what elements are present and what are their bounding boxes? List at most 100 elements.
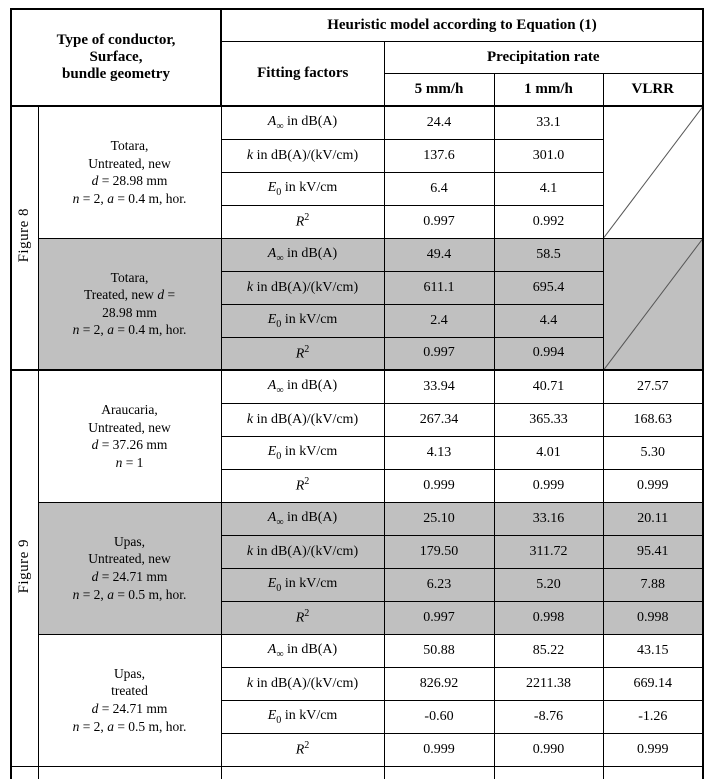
header-heuristic-model: Heuristic model according to Equation (1… — [220, 8, 704, 42]
value-cell-vlrr: 20.11 — [602, 501, 704, 536]
desc-line: n = 2, a = 0.5 m, hor. — [72, 718, 187, 734]
table-row: E0 in kV/cm 6.4 4.1 — [11, 171, 703, 206]
value-cell-1mmh: 33.1 — [493, 105, 604, 140]
desc-line: Untreated, new — [88, 551, 171, 567]
value-cell-vlrr: 0.999 — [602, 468, 704, 503]
header-fitting-factors: Fitting factors — [220, 40, 385, 107]
cropped-row — [10, 765, 704, 779]
table-row: E0 in kV/cm 4.13 4.01 5.30 — [11, 435, 704, 470]
conductor-description-cell: Totara, Treated, new d = 28.98 mm n = 2,… — [37, 237, 222, 371]
value-cell-1mmh: 4.01 — [493, 435, 604, 470]
desc-line: 28.98 mm — [102, 304, 157, 320]
factor-label-cell: R2 — [220, 600, 385, 635]
desc-line: Treated, new d = — [83, 287, 176, 303]
table-row: Upas, treated d = 24.71 mm n = 2, a = 0.… — [11, 633, 704, 767]
factor-label-cell: R2 — [220, 468, 385, 503]
table-row: k in dB(A)/(kV/cm) 137.6 301.0 — [11, 138, 703, 173]
factor-label-cell: E0 in kV/cm — [220, 171, 385, 206]
value-cell-5mmh: 0.997 — [383, 204, 495, 239]
header-row-2: Fitting factors Precipitation rate — [11, 40, 704, 107]
value-cell-vlrr: 168.63 — [602, 402, 704, 437]
value-cell-vlrr: 669.14 — [602, 666, 704, 701]
desc-line: d = 28.98 mm — [91, 173, 168, 189]
value-cell-1mmh: 695.4 — [493, 270, 604, 305]
table-row: Figure 9 Araucaria, Untreated, new d = 3… — [10, 369, 704, 767]
value-cell-5mmh: 6.4 — [383, 171, 495, 206]
table-row: E0 in kV/cm 2.4 4.4 — [11, 303, 703, 338]
value-cell-1mmh: 311.72 — [493, 534, 604, 569]
factor-label-cell: k in dB(A)/(kV/cm) — [220, 666, 385, 701]
value-cell-1mmh: 0.992 — [493, 204, 604, 239]
factor-label-cell: R2 — [220, 204, 385, 239]
diagonal-line — [604, 239, 703, 370]
value-cell-5mmh: 0.999 — [383, 732, 495, 767]
vlrr-diagonal-cell — [602, 237, 704, 371]
value-cell-1mmh: 0.998 — [493, 600, 604, 635]
value-cell-vlrr: 7.88 — [602, 567, 704, 602]
conductor-description-cell: Upas, Untreated, new d = 24.71 mm n = 2,… — [37, 501, 222, 635]
factor-label-cell: R2 — [220, 336, 385, 371]
value-cell-1mmh: 58.5 — [493, 237, 604, 272]
factor-label-cell: A∞ in dB(A) — [220, 237, 385, 272]
value-cell-5mmh: 6.23 — [383, 567, 495, 602]
header-line: Surface, — [89, 49, 143, 65]
value-cell-1mmh: 33.16 — [493, 501, 604, 536]
value-cell-5mmh: 4.13 — [383, 435, 495, 470]
value-cell-1mmh: 4.4 — [493, 303, 604, 338]
header-row-3: 5 mm/h 1 mm/h VLRR — [11, 72, 704, 107]
header-row-1: Type of conductor, Surface, bundle geome… — [10, 8, 704, 107]
figure-9-label-cell: Figure 9 — [10, 369, 39, 767]
value-cell-1mmh: 365.33 — [493, 402, 604, 437]
value-cell-5mmh: 611.1 — [383, 270, 495, 305]
header-line: Type of conductor, — [56, 32, 176, 48]
desc-line: treated — [111, 683, 148, 699]
desc-line: Upas, — [113, 665, 146, 681]
value-cell-5mmh: 50.88 — [383, 633, 495, 668]
value-cell-5mmh: 179.50 — [383, 534, 495, 569]
figure-8-label: Figure 8 — [16, 208, 33, 263]
factor-label-cell: k in dB(A)/(kV/cm) — [220, 270, 385, 305]
factor-label-cell: E0 in kV/cm — [220, 435, 385, 470]
desc-line: Untreated, new — [88, 155, 171, 171]
value-cell-5mmh: 267.34 — [383, 402, 495, 437]
desc-line: Araucaria, — [101, 402, 158, 418]
value-cell-5mmh: 137.6 — [383, 138, 495, 173]
cropped-cell — [10, 765, 39, 779]
factor-label-cell: A∞ in dB(A) — [220, 633, 385, 668]
diagonal-line — [604, 107, 703, 238]
value-cell-5mmh: 2.4 — [383, 303, 495, 338]
cropped-cell — [493, 765, 604, 779]
value-cell-vlrr: 95.41 — [602, 534, 704, 569]
header-vlrr: VLRR — [602, 72, 704, 107]
desc-line: d = 37.26 mm — [91, 437, 168, 453]
value-cell-5mmh: 25.10 — [383, 501, 495, 536]
factor-label-cell: A∞ in dB(A) — [220, 501, 385, 536]
table-row: k in dB(A)/(kV/cm) 267.34 365.33 168.63 — [11, 402, 704, 437]
table-row: Upas, Untreated, new d = 24.71 mm n = 2,… — [11, 501, 704, 635]
factor-label-cell: R2 — [220, 732, 385, 767]
value-cell-5mmh: 49.4 — [383, 237, 495, 272]
desc-line: Upas, — [113, 533, 146, 549]
value-cell-vlrr: 0.998 — [602, 600, 704, 635]
value-cell-5mmh: -0.60 — [383, 699, 495, 734]
factor-label-cell: A∞ in dB(A) — [220, 105, 385, 140]
conductor-description-cell: Upas, treated d = 24.71 mm n = 2, a = 0.… — [37, 633, 222, 767]
cropped-cell — [220, 765, 385, 779]
factor-label-cell: k in dB(A)/(kV/cm) — [220, 138, 385, 173]
table-row: R2 0.999 0.990 0.999 — [11, 732, 704, 767]
table-row: R2 0.997 0.994 — [11, 336, 703, 371]
value-cell-5mmh: 33.94 — [383, 369, 495, 404]
value-cell-5mmh: 24.4 — [383, 105, 495, 140]
desc-line: Untreated, new — [88, 419, 171, 435]
value-cell-vlrr: -1.26 — [602, 699, 704, 734]
header-precipitation-rate: Precipitation rate — [383, 40, 704, 74]
value-cell-5mmh: 0.999 — [383, 468, 495, 503]
value-cell-1mmh: 5.20 — [493, 567, 604, 602]
conductor-description-cell: Totara, Untreated, new d = 28.98 mm n = … — [37, 105, 222, 239]
value-cell-5mmh: 0.997 — [383, 336, 495, 371]
cropped-cell — [37, 765, 222, 779]
figure-8-label-cell: Figure 8 — [10, 105, 39, 371]
header-conductor-type: Type of conductor, Surface, bundle geome… — [10, 8, 223, 107]
value-cell-1mmh: 4.1 — [493, 171, 604, 206]
factor-label-cell: k in dB(A)/(kV/cm) — [220, 534, 385, 569]
